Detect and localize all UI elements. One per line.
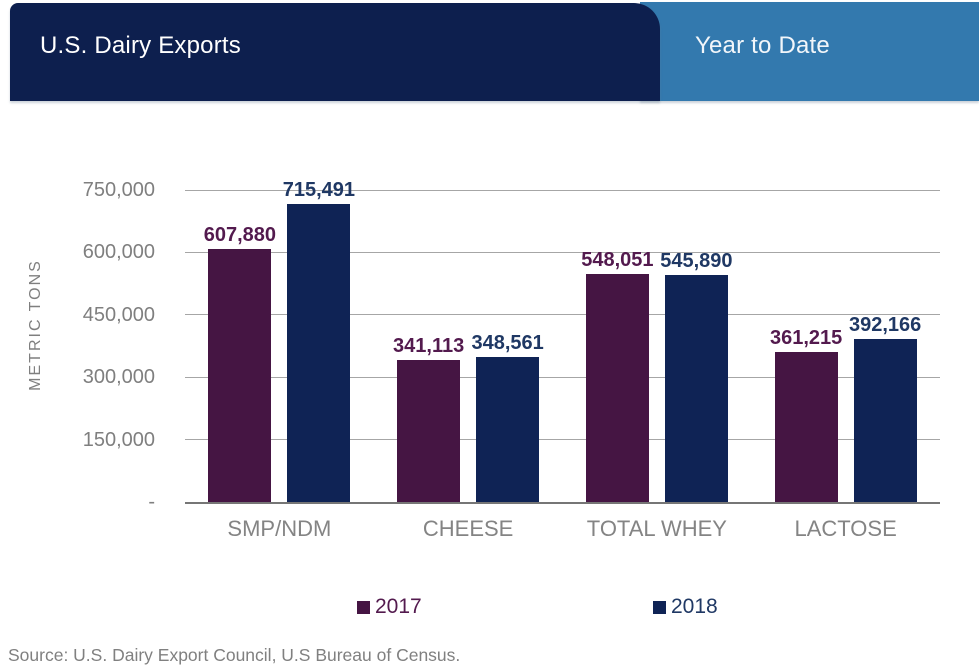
legend-item-2017: 2017 [357,596,422,618]
gridline-300000 [185,376,940,378]
gridline-750000 [185,189,940,191]
bar-2018-total-whey [664,274,728,502]
value-label-2017-total-whey: 548,051 [581,249,654,271]
page-title: U.S. Dairy Exports [40,32,241,59]
bar-2017-lactose [774,351,838,502]
gridline-450000 [185,314,940,316]
bar-2017-smp-ndm [208,249,272,502]
legend-swatch-2018 [653,600,666,614]
x-axis-label-smp-ndm: SMP/NDM [227,516,332,541]
value-label-2017-cheese: 341,113 [393,335,465,358]
header-title-panel: U.S. Dairy Exports [10,3,660,101]
legend-swatch-2017 [357,600,370,614]
gridline-150000 [185,439,940,441]
bar-2018-lactose [853,338,917,502]
y-tick-label-0: - [148,491,155,513]
bar-2018-cheese [476,357,540,502]
value-label-2018-lactose: 392,166 [848,313,922,336]
bar-2017-total-whey [585,274,649,502]
value-label-2018-total-whey: 545,890 [660,249,733,272]
y-tick-label-750000: 750,000 [82,179,155,201]
legend-item-2018: 2018 [653,596,718,618]
header-tab-label: Year to Date [695,32,830,59]
x-axis-label-lactose: LACTOSE [794,516,897,541]
y-tick-label-150000: 150,000 [82,428,155,451]
x-axis-label-total-whey: TOTAL WHEY [586,516,727,541]
y-tick-label-450000: 450,000 [82,303,155,326]
bar-2017-cheese [397,360,461,502]
y-tick-label-600000: 600,000 [82,241,155,264]
value-label-2017-lactose: 361,215 [769,326,843,349]
gridline-600000 [185,251,940,253]
x-axis-label-cheese: CHEESE [422,516,514,541]
legend-label-2018: 2018 [671,595,718,618]
value-label-2017-smp-ndm: 607,880 [203,224,277,247]
y-tick-label-300000: 300,000 [82,366,155,389]
legend-label-2017: 2017 [375,595,422,618]
value-label-2018-smp-ndm: 715,491 [282,179,356,202]
value-label-2018-cheese: 348,561 [471,331,544,354]
bar-2018-smp-ndm [287,204,351,502]
source-note: Source: U.S. Dairy Export Council, U.S B… [8,645,461,665]
bar-chart-plot-area [185,189,940,504]
header-tab-panel: Year to Date [640,2,979,101]
